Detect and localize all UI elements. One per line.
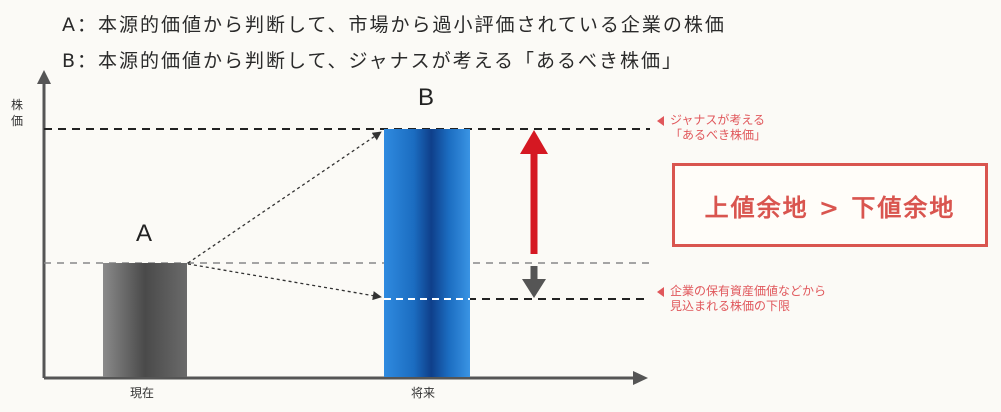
lower-note-line1: 企業の保有資産価値などから: [670, 284, 827, 298]
y-axis-label-char-1: 株: [11, 98, 24, 112]
projection-up-arrow: [187, 131, 382, 264]
lower-note: 企業の保有資産価値などから 見込まれる株価の下限: [657, 284, 826, 314]
lower-note-pointer-icon: [657, 286, 664, 297]
lower-note-line2: 見込まれる株価の下限: [670, 299, 791, 313]
upper-note: ジャナスが考える 「あるべき株価」: [657, 113, 766, 143]
bar-a: [103, 263, 187, 377]
bar-a-label: A: [136, 220, 153, 247]
upside-arrowhead: [520, 130, 548, 154]
x-label-future: 将来: [411, 386, 436, 400]
y-axis-label-char-2: 価: [11, 114, 24, 128]
bar-b: [384, 129, 470, 377]
x-label-present: 現在: [130, 386, 155, 400]
legend-a: A：本源的価値から判断して、市場から過小評価されている企業の株価: [62, 14, 726, 36]
upper-note-line1: ジャナスが考える: [670, 113, 766, 127]
downside-arrowhead: [522, 279, 546, 298]
legend-b: B：本源的価値から判断して、ジャナスが考える「あるべき株価」: [62, 50, 683, 72]
bar-b-label: B: [418, 84, 435, 111]
upper-note-pointer-icon: [657, 115, 664, 126]
x-axis-arrowhead: [633, 371, 648, 385]
callout-box: 上値余地 > 下値余地: [672, 163, 988, 247]
y-axis-arrowhead: [37, 70, 51, 84]
projection-down-arrow: [187, 263, 382, 301]
upper-note-line2: 「あるべき株価」: [670, 128, 767, 142]
y-axis-label: 株 価: [11, 97, 25, 129]
